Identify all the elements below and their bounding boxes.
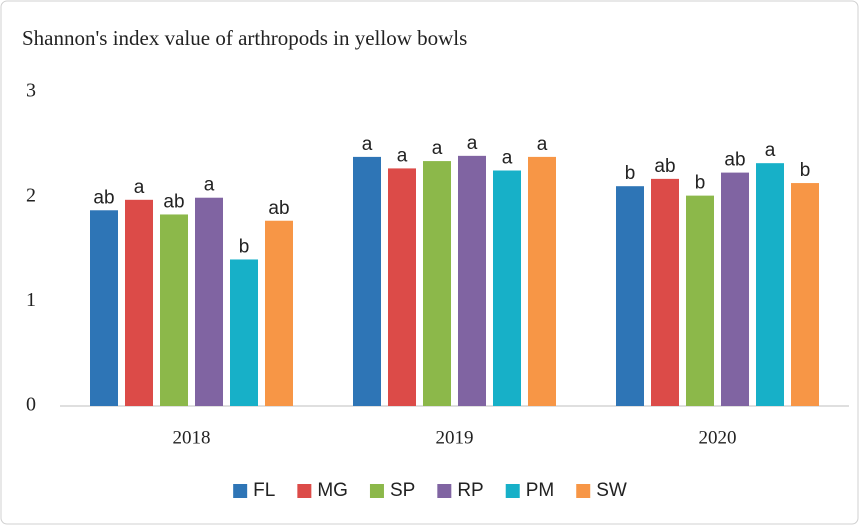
legend-swatch — [437, 484, 452, 498]
significance-letter: a — [397, 145, 408, 166]
bar — [791, 183, 819, 406]
legend-swatch — [369, 484, 384, 498]
bar — [423, 161, 451, 406]
significance-letter: a — [134, 177, 145, 198]
significance-letter: ab — [724, 150, 745, 171]
significance-letter: b — [239, 236, 250, 257]
bar — [493, 170, 521, 406]
bar — [458, 155, 486, 406]
bar — [125, 199, 153, 406]
bar — [160, 214, 188, 406]
x-tick-label: 2019 — [436, 427, 474, 448]
significance-letter: a — [362, 134, 373, 155]
legend-swatch — [233, 484, 248, 498]
x-tick-label: 2020 — [699, 427, 737, 448]
bar — [651, 178, 679, 406]
legend-label: PM — [526, 480, 555, 501]
significance-letter: a — [432, 138, 443, 159]
legend-label: SW — [596, 480, 627, 501]
significance-letter: a — [502, 148, 513, 169]
significance-letter: a — [537, 134, 548, 155]
significance-letter: ab — [163, 191, 184, 212]
bar — [195, 197, 223, 406]
bar — [686, 195, 714, 406]
bar — [90, 210, 118, 406]
significance-letter: a — [467, 133, 478, 154]
y-tick-label: 3 — [26, 80, 36, 102]
bar — [265, 220, 293, 406]
bar — [616, 186, 644, 406]
significance-letter: ab — [268, 198, 289, 219]
bar — [528, 156, 556, 406]
y-tick-label: 2 — [26, 184, 36, 206]
bar — [721, 172, 749, 406]
legend-label: SP — [390, 480, 415, 501]
legend-label: FL — [253, 480, 275, 501]
bar — [230, 259, 258, 406]
significance-letter: b — [695, 173, 706, 194]
significance-letter: a — [765, 140, 776, 161]
chart-title: Shannon's index value of arthropods in y… — [22, 26, 467, 50]
bar — [353, 156, 381, 406]
significance-letter: ab — [93, 187, 114, 208]
significance-letter: b — [800, 160, 811, 181]
bar — [388, 168, 416, 406]
y-tick-label: 0 — [26, 394, 36, 416]
x-tick-label: 2018 — [173, 427, 211, 448]
significance-letter: a — [204, 175, 215, 196]
legend-swatch — [297, 484, 312, 498]
significance-letter: b — [625, 163, 636, 184]
legend-swatch — [576, 484, 591, 498]
significance-letter: ab — [654, 156, 675, 177]
legend-swatch — [505, 484, 520, 498]
bar — [756, 163, 784, 406]
legend-label: MG — [317, 480, 348, 501]
y-tick-label: 1 — [26, 289, 36, 311]
legend-label: RP — [457, 480, 483, 501]
